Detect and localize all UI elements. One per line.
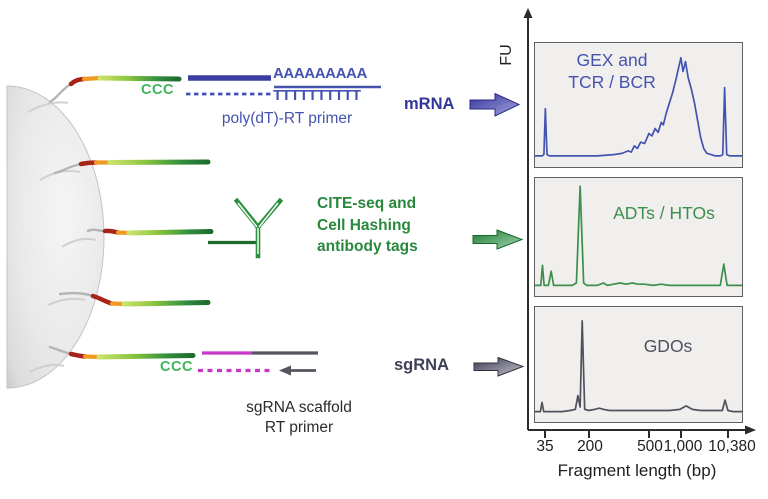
mrna-capture-art [186, 75, 381, 96]
x-axis-label: Fragment length (bp) [557, 461, 717, 480]
x-axis-arrowhead [745, 425, 756, 435]
adt-trace-plot [535, 178, 742, 296]
y-axis-arrowhead [523, 8, 533, 18]
sgrna-arrow-icon [473, 356, 525, 377]
x-tick-1000: 1,000 [663, 438, 703, 455]
sgrna-capture-art [198, 351, 318, 376]
bead-shape [6, 85, 105, 389]
x-tick-35: 35 [536, 438, 554, 455]
y-axis-label: FU [498, 44, 515, 66]
gex-panel-label: GEX and TCR / BCR [568, 50, 656, 92]
antibody-icon [208, 197, 284, 259]
x-tick-10380: 10,380 [708, 438, 756, 455]
ccc-label-top: CCC [141, 82, 174, 98]
mrna-tag-label: mRNA [404, 95, 455, 113]
sgrna-tag-label: sgRNA [394, 356, 450, 374]
sgrna-scaffold-label: sgRNA scaffold RT primer [246, 399, 352, 436]
ccc-label-bottom: CCC [160, 359, 193, 375]
polydt-primer-label: poly(dT)-RT primer [221, 110, 353, 127]
x-axis [528, 429, 747, 438]
x-tick-200: 200 [577, 438, 603, 455]
adt-panel: ADTs / HTOs [534, 177, 743, 297]
adt-panel-label: ADTs / HTOs [613, 203, 715, 223]
poly-a-sequence: AAAAAAAAA [273, 65, 367, 82]
rt-primer-arrowhead [279, 365, 291, 376]
gdo-panel: GDOs [534, 306, 743, 423]
oligo-green-segments [96, 75, 214, 360]
adt-trace [535, 186, 742, 285]
gdo-panel-label: GDOs [643, 336, 693, 356]
gex-trace-plot [535, 43, 742, 167]
poly-t-sequence: TTTTTTTTTT [273, 87, 361, 104]
antibody-arrow-icon [472, 229, 524, 250]
gex-trace [535, 58, 742, 156]
cite-seq-tag-label: CITE-seq and Cell Hashing antibody tags [317, 195, 418, 255]
gdo-trace [535, 321, 742, 412]
mrna-arrow-icon [469, 92, 521, 117]
capture-oligos [48, 75, 214, 360]
gex-panel: GEX and TCR / BCR [534, 42, 743, 168]
gdo-trace-plot [535, 307, 742, 422]
x-tick-500: 500 [637, 438, 663, 455]
